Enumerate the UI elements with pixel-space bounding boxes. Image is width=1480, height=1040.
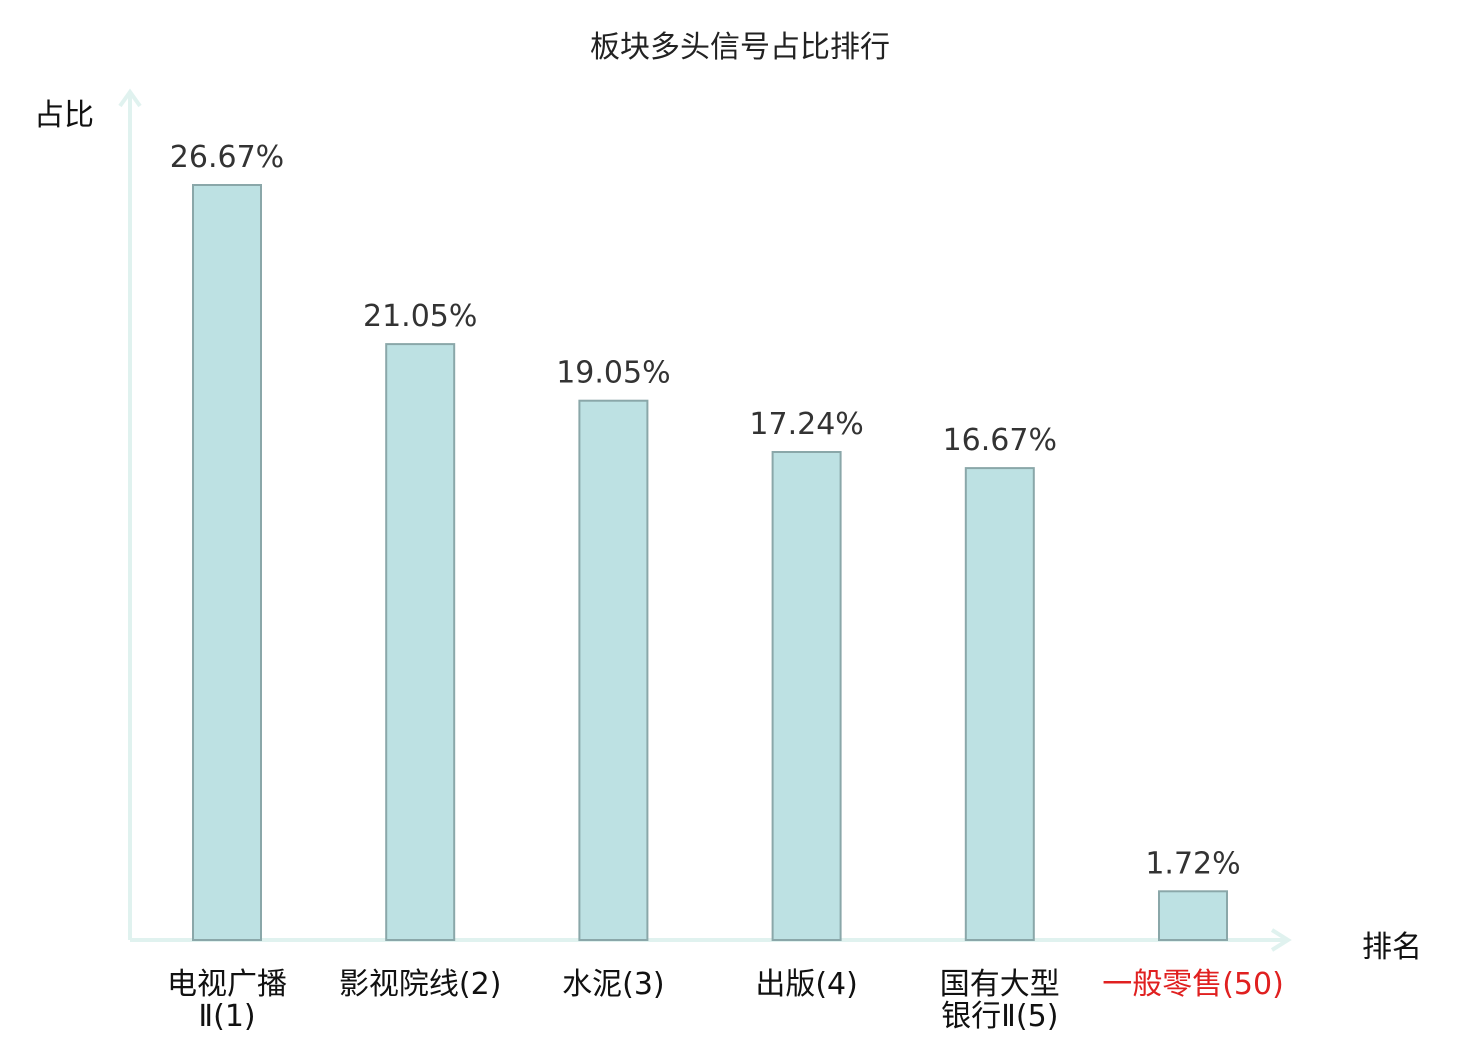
value-label: 17.24%: [749, 407, 863, 442]
category-label-line: Ⅱ(1): [198, 999, 255, 1034]
value-label: 26.67%: [170, 140, 284, 175]
value-label: 19.05%: [556, 356, 670, 391]
bar: [1158, 890, 1228, 941]
bar: [192, 184, 262, 941]
category-labels: 电视广播 Ⅱ(1) 影视院线(2) 水泥(3) 出版(4) 国有大型银行Ⅱ(5) 一般零售(…: [167, 967, 1284, 1034]
category-label-line: 银行Ⅱ(5): [941, 999, 1058, 1034]
category-label: 影视院线(2): [339, 967, 502, 1002]
category-label: 出版(4): [755, 967, 858, 1002]
category-label-line: 影视院线(2): [339, 967, 502, 1002]
y-axis-label: 占比: [34, 98, 94, 133]
bar: [578, 399, 649, 941]
category-label: 国有大型银行Ⅱ(5): [940, 967, 1060, 1034]
axes: [118, 88, 1292, 952]
category-label: 电视广播 Ⅱ(1): [167, 967, 287, 1034]
x-axis-label: 排名: [1362, 930, 1422, 965]
category-label: 一般零售(50): [1102, 967, 1284, 1002]
bar: [771, 451, 842, 941]
category-label: 水泥(3): [562, 967, 665, 1002]
category-label-line: 国有大型: [940, 967, 1060, 1002]
x-axis-arrow: [1270, 928, 1292, 952]
y-axis-arrow: [118, 88, 142, 108]
value-label: 21.05%: [363, 299, 477, 334]
category-label-line: 水泥(3): [562, 967, 665, 1002]
chart-title: 板块多头信号占比排行: [590, 30, 890, 65]
value-label: 1.72%: [1145, 846, 1240, 881]
category-label-line: 出版(4): [755, 967, 858, 1002]
category-label-line: 一般零售(50): [1102, 967, 1284, 1002]
bar: [385, 343, 456, 942]
category-label-line: 电视广播: [167, 967, 287, 1002]
value-label: 16.67%: [943, 423, 1057, 458]
bars: [192, 184, 1228, 942]
value-labels: 26.67% 21.05% 19.05% 17.24% 16.67% 1.72%: [170, 140, 1241, 881]
bar: [964, 467, 1035, 941]
